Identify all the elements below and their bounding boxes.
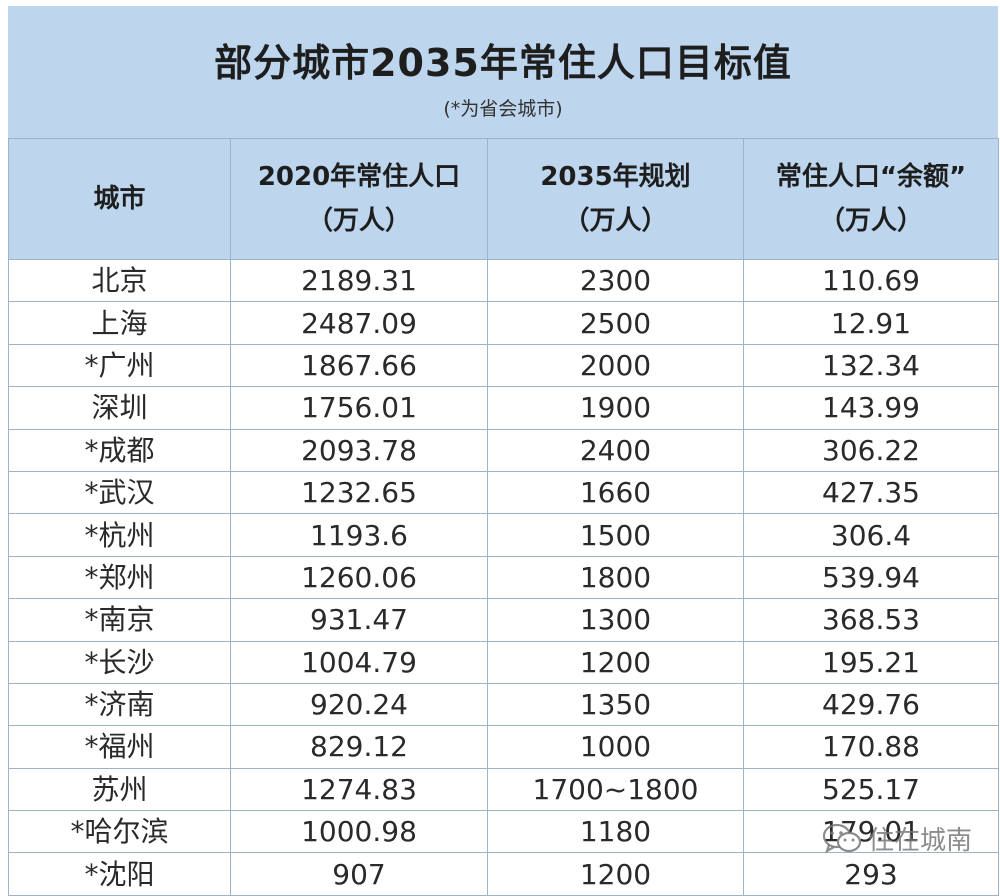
- table-row: *广州 1867.66 2000 132.34: [8, 343, 999, 388]
- city-cell: *郑州: [8, 555, 231, 600]
- plan2035-cell: 1350: [487, 682, 744, 727]
- balance-cell: 525.17: [743, 767, 999, 812]
- pop2020-cell: 931.47: [230, 598, 488, 642]
- header-balance: 常住人口“余额” （万人）: [743, 138, 999, 260]
- plan2035-cell: 1660: [487, 470, 744, 515]
- table-row: *郑州 1260.06 1800 539.94: [8, 555, 999, 600]
- balance-cell: 132.34: [743, 343, 999, 388]
- plan2035-cell: 1700~1800: [487, 767, 744, 812]
- balance-cell: 143.99: [743, 386, 999, 430]
- pop2020-cell: 829.12: [230, 725, 488, 769]
- city-cell: *广州: [8, 343, 231, 388]
- population-table: 城市 2020年常住人口 （万人） 2035年规划 （万人） 常住人口“余额” …: [8, 138, 999, 896]
- city-cell: *长沙: [8, 640, 231, 684]
- table-row: 深圳 1756.01 1900 143.99: [8, 386, 999, 430]
- plan2035-cell: 1200: [487, 852, 744, 896]
- city-cell: *沈阳: [8, 852, 231, 896]
- pop2020-cell: 1000.98: [230, 810, 488, 854]
- pop2020-cell: 1260.06: [230, 555, 488, 600]
- pop2020-cell: 920.24: [230, 682, 488, 727]
- header-pop2020: 2020年常住人口 （万人）: [230, 138, 488, 260]
- pop2020-cell: 1004.79: [230, 640, 488, 684]
- city-cell: 苏州: [8, 767, 231, 812]
- plan2035-cell: 1500: [487, 513, 744, 557]
- city-cell: *哈尔滨: [8, 810, 231, 854]
- city-cell: *杭州: [8, 513, 231, 557]
- balance-cell: 12.91: [743, 301, 999, 345]
- table-row: *南京 931.47 1300 368.53: [8, 598, 999, 642]
- watermark-text: 住在城南: [867, 826, 972, 856]
- balance-cell: 170.88: [743, 725, 999, 769]
- balance-cell: 539.94: [743, 555, 999, 600]
- pop2020-cell: 2189.31: [230, 258, 488, 303]
- plan2035-cell: 2500: [487, 301, 744, 345]
- plan2035-cell: 2000: [487, 343, 744, 388]
- pop2020-cell: 2093.78: [230, 428, 488, 472]
- table-row: *济南 920.24 1350 429.76: [8, 682, 999, 727]
- table-row: 北京 2189.31 2300 110.69: [8, 258, 999, 303]
- table-row: *成都 2093.78 2400 306.22: [8, 428, 999, 472]
- table-row: 苏州 1274.83 1700~1800 525.17: [8, 767, 999, 812]
- pop2020-cell: 907: [230, 852, 488, 896]
- city-cell: 深圳: [8, 386, 231, 430]
- balance-cell: 293: [743, 852, 999, 896]
- balance-cell: 306.4: [743, 513, 999, 557]
- plan2035-cell: 1200: [487, 640, 744, 684]
- table-body: 北京 2189.31 2300 110.69 上海 2487.09 2500 12.91 *广州…: [8, 258, 999, 896]
- city-cell: 北京: [8, 258, 231, 303]
- table-row: *长沙 1004.79 1200 195.21: [8, 640, 999, 684]
- title-band: 部分城市2035年常住人口目标值 (*为省会城市): [8, 6, 998, 139]
- pop2020-cell: 2487.09: [230, 301, 488, 345]
- plan2035-cell: 2300: [487, 258, 744, 303]
- plan2035-cell: 1800: [487, 555, 744, 600]
- balance-cell: 306.22: [743, 428, 999, 472]
- pop2020-cell: 1193.6: [230, 513, 488, 557]
- table-title: 部分城市2035年常住人口目标值: [214, 41, 792, 85]
- table-row: *福州 829.12 1000 170.88: [8, 725, 999, 769]
- balance-cell: 110.69: [743, 258, 999, 303]
- plan2035-cell: 2400: [487, 428, 744, 472]
- city-cell: *福州: [8, 725, 231, 769]
- plan2035-cell: 1300: [487, 598, 744, 642]
- plan2035-cell: 1180: [487, 810, 744, 854]
- city-cell: *成都: [8, 428, 231, 472]
- watermark: 住在城南: [822, 820, 972, 857]
- pop2020-cell: 1867.66: [230, 343, 488, 388]
- city-cell: 上海: [8, 301, 231, 345]
- table-row: 上海 2487.09 2500 12.91: [8, 301, 999, 345]
- table-row: *杭州 1193.6 1500 306.4: [8, 513, 999, 557]
- pop2020-cell: 1232.65: [230, 470, 488, 515]
- plan2035-cell: 1000: [487, 725, 744, 769]
- table-row: *沈阳 907 1200 293: [8, 852, 999, 896]
- table-row: *武汉 1232.65 1660 427.35: [8, 470, 999, 515]
- balance-cell: 195.21: [743, 640, 999, 684]
- header-row: 城市 2020年常住人口 （万人） 2035年规划 （万人） 常住人口“余额” …: [8, 138, 999, 260]
- header-city: 城市: [8, 138, 231, 260]
- table-subtitle: (*为省会城市): [443, 98, 563, 120]
- city-cell: *济南: [8, 682, 231, 727]
- city-cell: *南京: [8, 598, 231, 642]
- wechat-icon: [822, 823, 862, 853]
- balance-cell: 427.35: [743, 470, 999, 515]
- pop2020-cell: 1756.01: [230, 386, 488, 430]
- header-plan2035: 2035年规划 （万人）: [487, 138, 744, 260]
- pop2020-cell: 1274.83: [230, 767, 488, 812]
- plan2035-cell: 1900: [487, 386, 744, 430]
- city-cell: *武汉: [8, 470, 231, 515]
- balance-cell: 429.76: [743, 682, 999, 727]
- balance-cell: 368.53: [743, 598, 999, 642]
